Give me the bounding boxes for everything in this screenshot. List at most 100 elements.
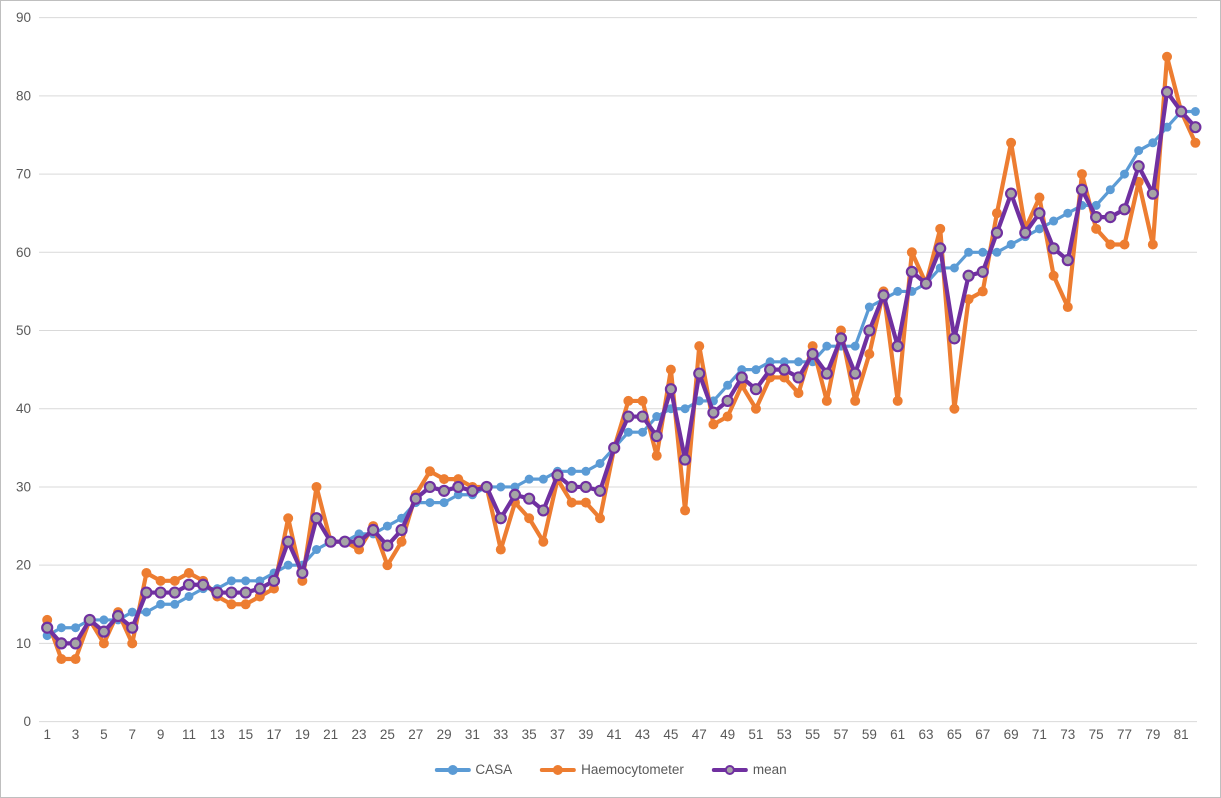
series-marker-casa xyxy=(964,247,974,257)
series-marker-casa xyxy=(538,474,548,484)
series-marker-mean xyxy=(1189,121,1202,134)
x-axis-tick-label: 7 xyxy=(128,727,136,742)
series-marker-haemocytometer xyxy=(694,341,705,352)
x-axis-tick-label: 55 xyxy=(805,727,820,742)
series-marker-mean xyxy=(934,242,947,255)
series-marker-casa xyxy=(1190,107,1200,117)
series-marker-mean xyxy=(735,371,748,384)
x-axis-tick-label: 63 xyxy=(919,727,934,742)
series-marker-casa xyxy=(978,247,988,257)
x-axis-tick-label: 37 xyxy=(550,727,565,742)
series-marker-casa xyxy=(425,498,435,508)
series-marker-casa xyxy=(850,341,860,351)
series-marker-haemocytometer xyxy=(1190,137,1201,148)
series-marker-haemocytometer xyxy=(906,247,917,258)
x-axis-tick-label: 29 xyxy=(437,727,452,742)
series-marker-mean xyxy=(678,453,692,466)
series-marker-casa xyxy=(226,576,236,586)
series-marker-mean xyxy=(310,512,323,525)
x-axis-tick-label: 61 xyxy=(890,727,905,742)
series-marker-haemocytometer xyxy=(793,388,804,399)
series-marker-casa xyxy=(524,474,534,484)
series-marker-casa xyxy=(241,576,251,586)
series-marker-haemocytometer xyxy=(538,536,549,547)
y-axis-tick-label: 0 xyxy=(23,714,31,729)
series-marker-mean xyxy=(707,406,720,419)
x-axis-tick-label: 73 xyxy=(1060,727,1075,742)
y-axis-tick-label: 40 xyxy=(16,401,31,416)
series-marker-mean xyxy=(565,480,578,494)
series-marker-mean xyxy=(55,637,68,650)
series-marker-mean xyxy=(849,367,862,380)
series-marker-haemocytometer xyxy=(396,536,407,547)
legend-label-haemocytometer: Haemocytometer xyxy=(581,762,684,777)
series-marker-casa xyxy=(1049,216,1059,226)
x-axis-tick-label: 81 xyxy=(1174,727,1189,742)
series-marker-haemocytometer xyxy=(56,654,67,665)
series-marker-mean xyxy=(197,578,210,591)
haemocytometer-line-marker-icon xyxy=(540,764,577,775)
x-axis-tick-label: 5 xyxy=(100,727,108,742)
series-marker-mean xyxy=(523,492,536,505)
series-marker-casa xyxy=(652,412,662,422)
series-marker-haemocytometer xyxy=(580,497,591,508)
series-marker-mean xyxy=(622,410,635,423)
series-marker-casa xyxy=(793,357,803,367)
series-marker-haemocytometer xyxy=(141,567,152,578)
series-marker-haemocytometer xyxy=(1034,192,1045,203)
series-marker-haemocytometer xyxy=(935,223,946,234)
series-marker-mean xyxy=(664,383,678,396)
y-axis-tick-label: 70 xyxy=(16,167,31,182)
series-marker-mean xyxy=(948,332,961,345)
series-marker-haemocytometer xyxy=(595,513,606,524)
series-marker-haemocytometer xyxy=(240,599,251,610)
series-marker-casa xyxy=(71,623,81,633)
x-axis-tick-label: 11 xyxy=(182,727,196,742)
series-marker-casa xyxy=(864,302,874,312)
series-marker-casa xyxy=(283,560,293,570)
series-marker-haemocytometer xyxy=(424,466,435,477)
series-marker-haemocytometer xyxy=(665,364,676,375)
series-marker-haemocytometer xyxy=(991,208,1002,219)
x-axis-tick-label: 1 xyxy=(43,727,51,742)
series-marker-mean xyxy=(1175,105,1188,118)
series-marker-mean xyxy=(806,347,819,361)
y-axis-tick-label: 50 xyxy=(16,323,31,338)
x-axis-tick-label: 31 xyxy=(465,727,480,742)
series-marker-mean xyxy=(1146,187,1159,200)
series-marker-mean xyxy=(182,578,196,591)
x-axis-tick-label: 79 xyxy=(1145,727,1160,742)
series-marker-casa xyxy=(1120,169,1129,179)
series-marker-mean xyxy=(41,621,54,634)
x-axis-tick-label: 49 xyxy=(720,727,735,742)
series-marker-mean xyxy=(891,340,904,353)
legend-item-mean: mean xyxy=(711,762,787,777)
mean-line-marker-icon xyxy=(711,764,748,775)
series-marker-haemocytometer xyxy=(495,544,506,555)
series-marker-casa xyxy=(1006,239,1016,249)
series-marker-mean xyxy=(1118,203,1131,216)
series-marker-mean xyxy=(1061,254,1074,267)
series-marker-mean xyxy=(636,410,649,423)
series-marker-casa xyxy=(949,263,959,273)
series-marker-mean xyxy=(551,469,564,482)
series-marker-casa xyxy=(581,466,591,476)
x-axis-tick-label: 15 xyxy=(238,727,253,742)
series-marker-mean xyxy=(749,383,763,396)
series-marker-casa xyxy=(1105,185,1115,195)
series-marker-mean xyxy=(83,613,96,627)
series-marker-haemocytometer xyxy=(155,575,166,586)
series-marker-mean xyxy=(693,367,706,380)
x-axis-tick-label: 19 xyxy=(295,727,310,742)
series-marker-mean xyxy=(919,277,933,290)
series-marker-mean xyxy=(778,363,791,376)
series-marker-mean xyxy=(338,535,351,548)
series-marker-casa xyxy=(99,615,109,625)
series-marker-casa xyxy=(1034,224,1044,234)
series-marker-haemocytometer xyxy=(1105,239,1116,250)
x-axis-tick-label: 67 xyxy=(975,727,990,742)
series-marker-casa xyxy=(170,599,180,609)
series-line-mean xyxy=(45,89,1198,646)
series-marker-mean xyxy=(168,586,181,599)
series-marker-mean xyxy=(97,625,111,638)
